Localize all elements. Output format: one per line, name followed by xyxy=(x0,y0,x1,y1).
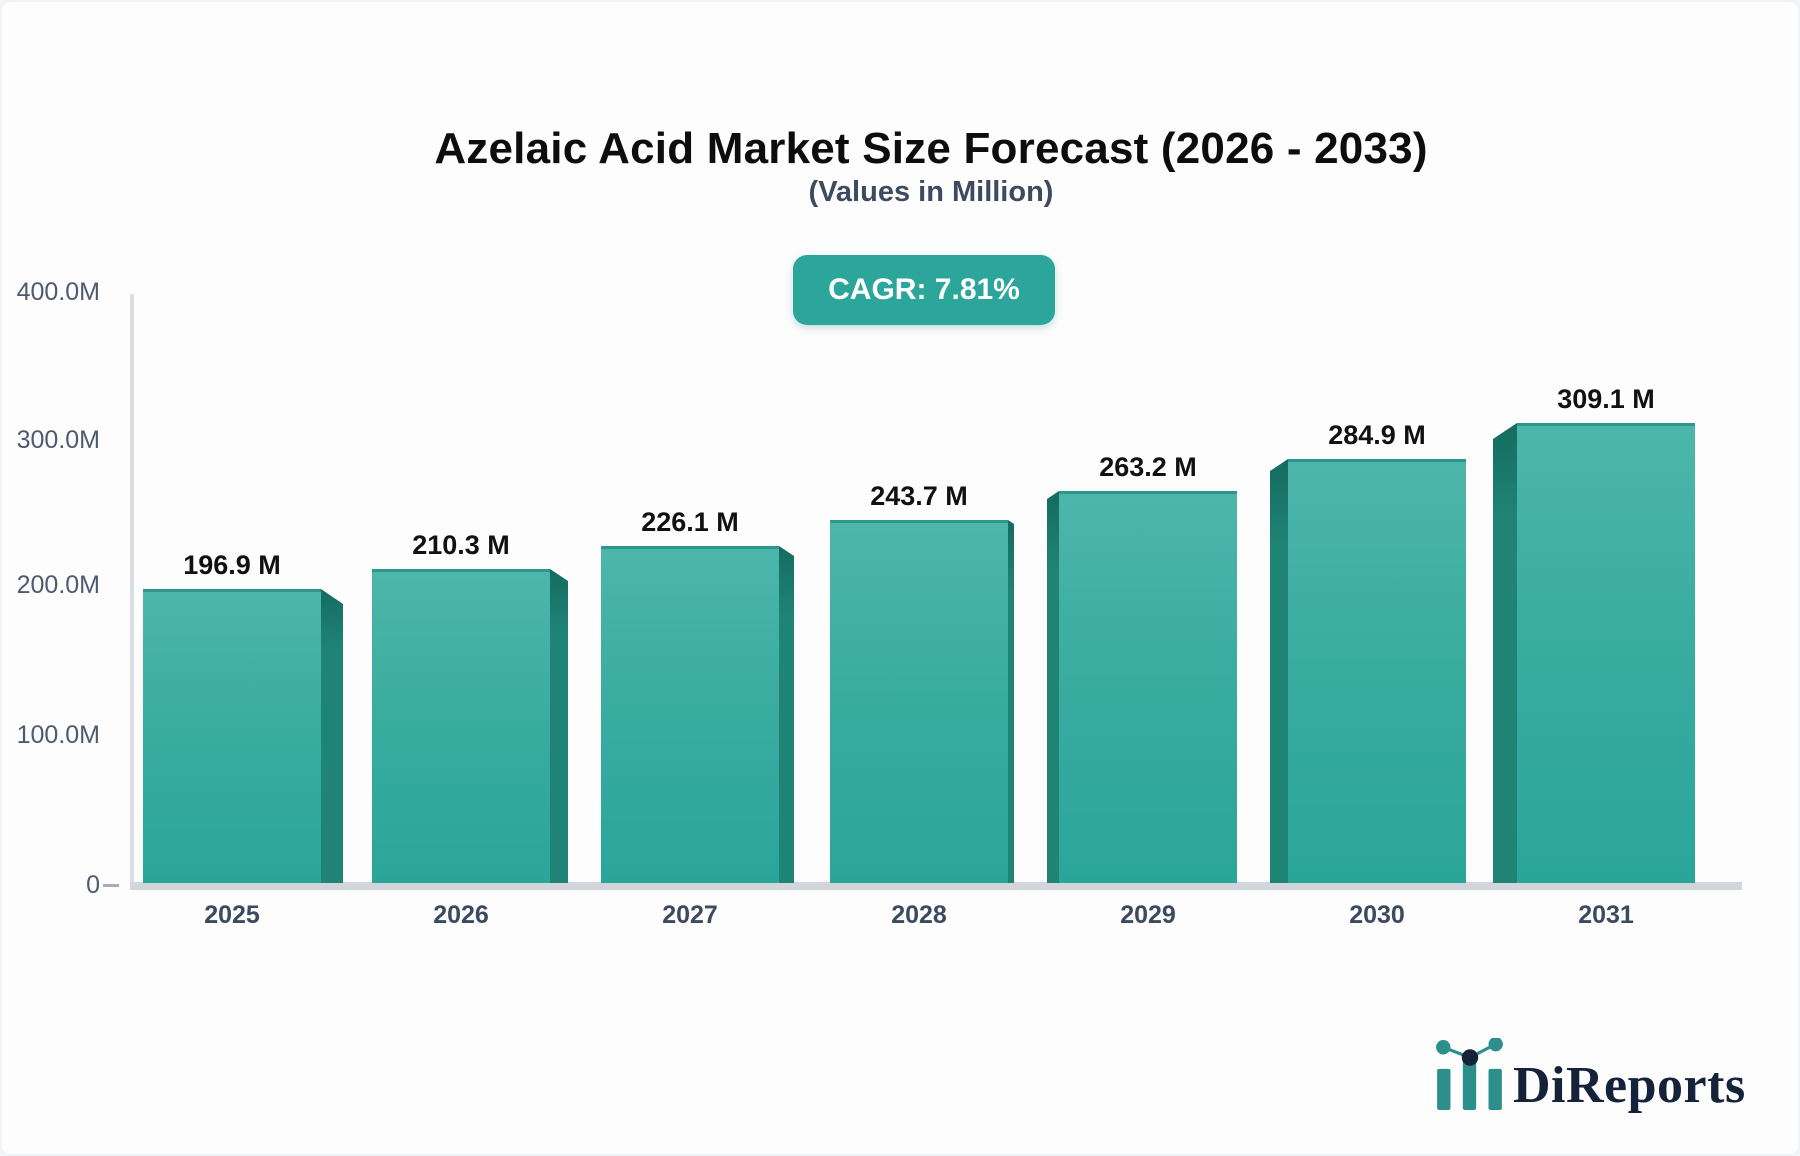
bar-2031: 309.1 M xyxy=(1493,384,1695,883)
bar-3d-side xyxy=(321,589,343,883)
y-axis-zero-tick xyxy=(103,884,119,887)
x-axis-label: 2025 xyxy=(204,901,260,929)
bar-value-label: 263.2 M xyxy=(1099,452,1197,482)
bar-2025: 196.9 M xyxy=(143,550,343,883)
brand-logo-text: DiReports xyxy=(1513,1057,1746,1114)
bar-2026: 210.3 M xyxy=(372,530,568,883)
x-axis-label: 2031 xyxy=(1578,901,1634,929)
y-axis-tick-label: 300.0M xyxy=(16,426,100,454)
bar-value-label: 309.1 M xyxy=(1557,384,1655,414)
x-axis-baseline xyxy=(130,882,1742,890)
x-axis-label: 2028 xyxy=(891,901,947,929)
bar-2028: 243.7 M xyxy=(830,481,1014,883)
y-axis-tick-label: 200.0M xyxy=(16,571,100,599)
y-axis-tick-label: 0 xyxy=(86,871,100,899)
mini-bar-chart-icon xyxy=(1436,1038,1503,1110)
bar-3d-side xyxy=(1270,459,1288,883)
y-axis-tick-label: 400.0M xyxy=(16,278,100,306)
y-axis-line xyxy=(130,294,134,883)
brand-logo: DiReports xyxy=(1436,1038,1746,1112)
x-axis-label: 2027 xyxy=(662,901,718,929)
bar-3d-side xyxy=(550,569,568,883)
chart-subtitle: (Values in Million) xyxy=(808,176,1054,208)
x-axis-label: 2030 xyxy=(1349,901,1405,929)
bar-value-label: 210.3 M xyxy=(412,530,510,560)
chart-title: Azelaic Acid Market Size Forecast (2026 … xyxy=(434,124,1428,173)
bar-value-label: 284.9 M xyxy=(1328,420,1426,450)
bar-value-label: 243.7 M xyxy=(870,481,968,511)
bar-2030: 284.9 M xyxy=(1270,420,1466,883)
bar-value-label: 226.1 M xyxy=(641,507,739,537)
bar-2027: 226.1 M xyxy=(601,507,794,883)
bar-3d-side xyxy=(1493,423,1517,883)
cagr-badge: CAGR: 7.81% xyxy=(793,255,1055,325)
bar-value-label: 196.9 M xyxy=(183,550,281,580)
bar-3d-side xyxy=(1047,491,1059,883)
bar-3d-side xyxy=(1008,520,1014,883)
bar-3d-side xyxy=(779,546,794,883)
y-axis-tick-label: 100.0M xyxy=(16,721,100,749)
x-axis-label: 2026 xyxy=(433,901,489,929)
bar-2029: 263.2 M xyxy=(1047,452,1237,883)
x-axis-label: 2029 xyxy=(1120,901,1176,929)
